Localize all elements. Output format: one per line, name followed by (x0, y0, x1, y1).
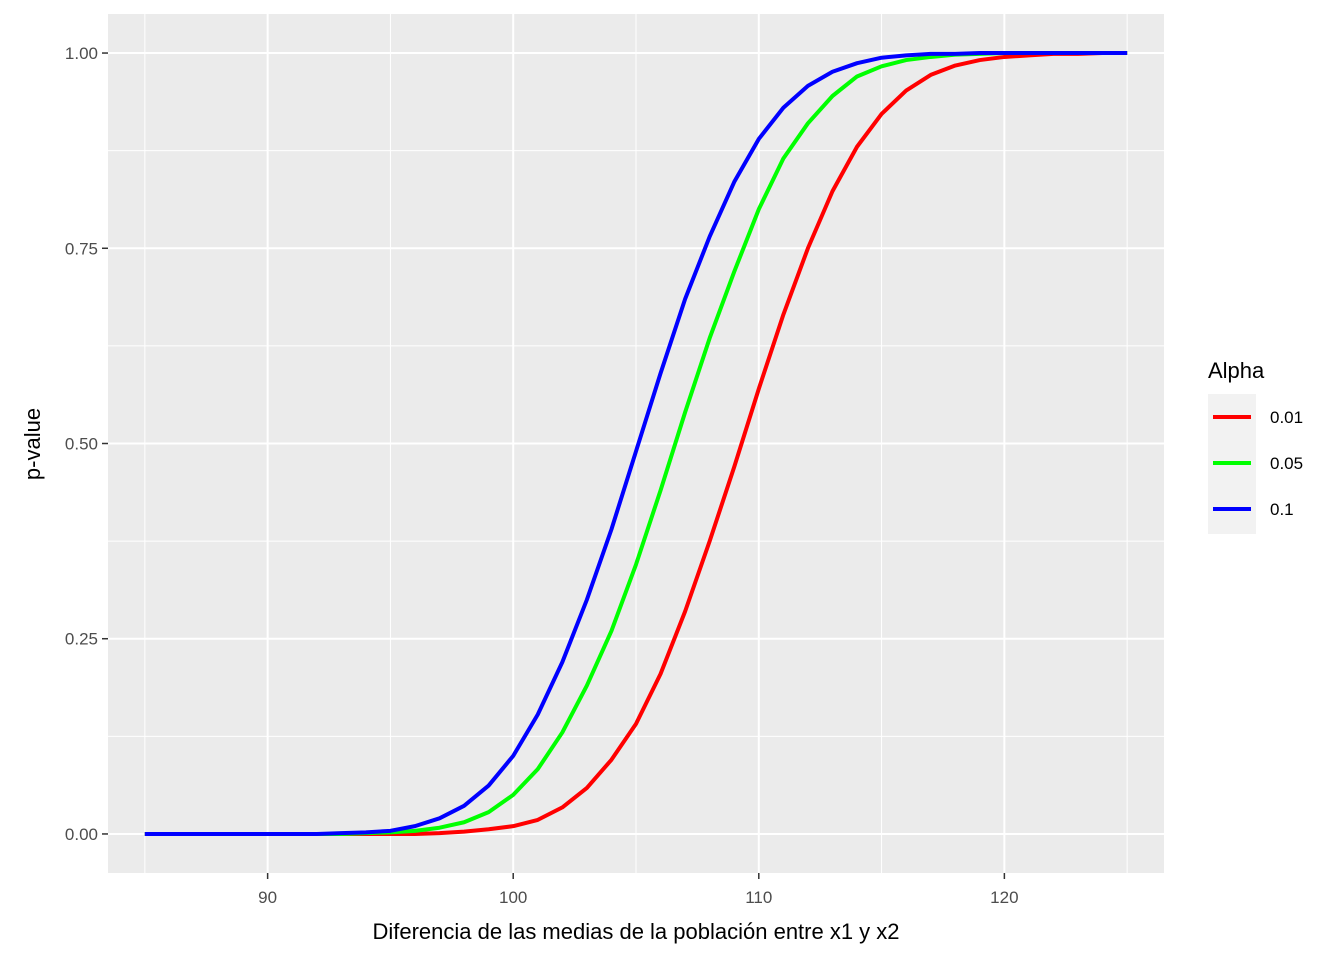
legend-title: Alpha (1208, 358, 1265, 383)
y-tick-label: 1.00 (65, 44, 98, 63)
x-tick-label: 100 (499, 888, 527, 907)
plot-panel (108, 14, 1164, 873)
x-tick-label: 120 (990, 888, 1018, 907)
x-axis: 90 100 110 120 (258, 873, 1019, 907)
legend-label-0.01: 0.01 (1270, 408, 1303, 427)
series-line-0.1 (144, 51, 1128, 836)
y-axis-title: p-value (20, 408, 45, 480)
y-tick-label: 0.50 (65, 435, 98, 454)
y-tick-label: 0.75 (65, 239, 98, 258)
legend: Alpha 0.01 0.05 0.1 (1208, 358, 1303, 534)
y-tick-label: 0.00 (65, 825, 98, 844)
x-tick-label: 110 (745, 888, 772, 907)
y-axis: 0.00 0.25 0.50 0.75 1.00 (65, 44, 108, 844)
x-tick-label: 90 (258, 888, 277, 907)
y-tick-label: 0.25 (65, 630, 98, 649)
legend-label-0.1: 0.1 (1270, 500, 1294, 519)
legend-label-0.05: 0.05 (1270, 454, 1303, 473)
series-layer (144, 51, 1128, 836)
x-axis-title: Diferencia de las medias de la población… (372, 919, 899, 944)
